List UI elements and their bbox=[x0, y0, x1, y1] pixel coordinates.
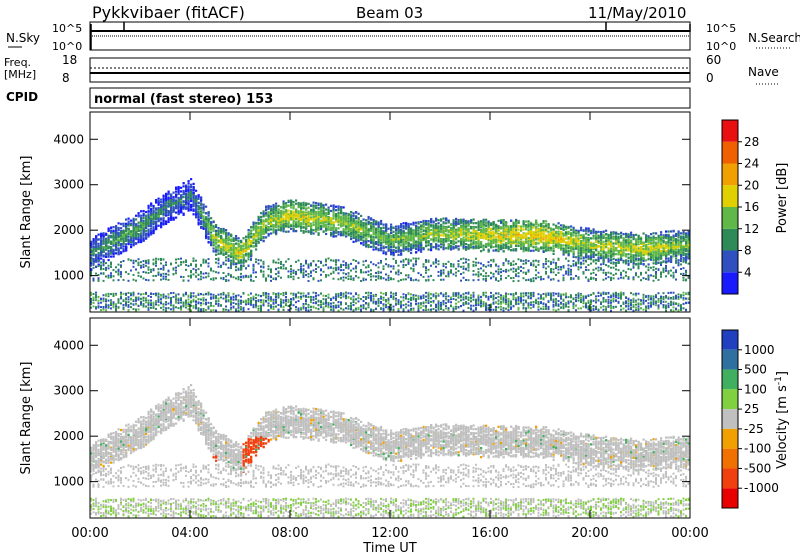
cpid-panel: normal (fast stereo) 153 bbox=[89, 87, 691, 109]
nave-label: Nave bbox=[748, 65, 779, 79]
colorbar-tick-label: 12 bbox=[744, 222, 759, 236]
colorbar-tick-label: 16 bbox=[744, 200, 759, 214]
power-ylabel: Slant Range [km] bbox=[19, 156, 34, 269]
colorbar-tick-label: 25 bbox=[744, 402, 759, 416]
x-tick-label: 08:00 bbox=[271, 526, 308, 541]
colorbar-tick-label: -500 bbox=[744, 461, 771, 475]
noise-left-tick-top: 10^5 bbox=[52, 22, 82, 35]
y-tick-label: 3000 bbox=[53, 384, 84, 398]
power-panel: 1000 2000 3000 4000 Slant Range [km] 4 8 12 16… bbox=[19, 111, 790, 313]
frequency-panel: Freq. [MHz] 18 8 60 0 Nave bbox=[4, 53, 780, 85]
y-tick-label: 4000 bbox=[53, 338, 84, 352]
colorbar-segment bbox=[722, 448, 738, 469]
colorbar-tick-label: -25 bbox=[744, 422, 764, 436]
noise-left-tick-bottom: 10^0 bbox=[52, 40, 82, 53]
colorbar-tick-label: 500 bbox=[744, 363, 767, 377]
colorbar-tick-label: 24 bbox=[744, 157, 759, 171]
beam-title: Beam 03 bbox=[356, 4, 423, 22]
power-colorbar: 4 8 12 16 20 24 28 bbox=[721, 119, 759, 295]
noise-right-label: N.Search bbox=[748, 31, 800, 45]
velocity-y-axis: 1000 2000 3000 4000 bbox=[53, 338, 690, 489]
colorbar-tick-label: 20 bbox=[744, 178, 759, 192]
colorbar-segment bbox=[722, 120, 738, 142]
colorbar-segment bbox=[722, 349, 738, 370]
freq-right-tick-bottom: 0 bbox=[706, 71, 714, 85]
x-tick-label: 20:00 bbox=[571, 526, 608, 541]
freq-left-tick-bottom: 8 bbox=[62, 71, 70, 85]
xlabel: Time UT bbox=[362, 541, 416, 554]
cpid-value: normal (fast stereo) 153 bbox=[94, 92, 273, 107]
x-tick-label: 00:00 bbox=[71, 526, 108, 541]
colorbar-segment bbox=[722, 369, 738, 390]
power-colorbar-label: Power [dB] bbox=[775, 163, 790, 234]
colorbar-segment bbox=[722, 163, 738, 186]
colorbar-segment bbox=[722, 272, 738, 294]
freq-left-tick-top: 18 bbox=[62, 53, 77, 67]
station-title: Pykkvibaer (fitACF) bbox=[92, 3, 245, 22]
date-title: 11/May/2010 bbox=[588, 4, 686, 22]
colorbar-segment bbox=[722, 330, 738, 350]
y-tick-label: 1000 bbox=[53, 475, 84, 489]
noise-left-label: N.Sky bbox=[6, 31, 40, 45]
colorbar-tick-label: 4 bbox=[744, 265, 752, 279]
power-y-axis: 1000 2000 3000 4000 bbox=[53, 132, 690, 283]
colorbar-tick-label: 1000 bbox=[744, 343, 775, 357]
colorbar-tick-label: 8 bbox=[744, 244, 752, 258]
noise-panel: N.Sky 10^5 10^0 10^5 10^0 N.Search bbox=[6, 21, 800, 53]
colorbar-tick-label: -100 bbox=[744, 442, 771, 456]
colorbar-segment bbox=[722, 409, 738, 429]
power-plot-area bbox=[90, 178, 690, 312]
x-tick-label: 04:00 bbox=[171, 526, 208, 541]
colorbar-segment bbox=[722, 228, 738, 251]
colorbar-segment bbox=[722, 428, 738, 449]
colorbar-segment bbox=[722, 185, 738, 207]
y-tick-label: 4000 bbox=[53, 132, 84, 146]
y-tick-label: 1000 bbox=[53, 269, 84, 283]
colorbar-segment bbox=[722, 389, 738, 410]
colorbar-segment bbox=[722, 488, 738, 508]
freq-right-tick-top: 60 bbox=[706, 53, 721, 67]
colorbar-tick-label: 100 bbox=[744, 382, 767, 396]
x-tick-label: 12:00 bbox=[371, 526, 408, 541]
y-tick-label: 3000 bbox=[53, 178, 84, 192]
freq-label-line1: Freq. bbox=[4, 56, 31, 69]
y-tick-label: 2000 bbox=[53, 223, 84, 237]
colorbar-segment bbox=[722, 250, 738, 273]
x-tick-label: 00:00 bbox=[671, 526, 708, 541]
colorbar-segment bbox=[722, 468, 738, 489]
velocity-plot-area bbox=[90, 384, 690, 518]
colorbar-segment bbox=[722, 141, 738, 164]
colorbar-tick-label: 28 bbox=[744, 135, 759, 149]
x-tick-label: 16:00 bbox=[471, 526, 508, 541]
y-tick-label: 2000 bbox=[53, 429, 84, 443]
velocity-colorbar: 1000 500 100 25 -25 -100 -500 -1000 bbox=[721, 329, 779, 509]
freq-label-line2: [MHz] bbox=[4, 68, 36, 81]
noise-right-tick-bottom: 10^0 bbox=[706, 40, 736, 53]
cpid-label: CPID bbox=[6, 90, 38, 104]
colorbar-tick-label: -1000 bbox=[744, 481, 779, 495]
noise-right-tick-top: 10^5 bbox=[706, 22, 736, 35]
colorbar-segment bbox=[722, 207, 738, 229]
time-axis: 00:00 04:00 08:00 12:00 16:00 20:00 00:00 bbox=[71, 112, 709, 541]
velocity-colorbar-label: Velocity [m s-1] bbox=[774, 371, 790, 469]
velocity-ylabel: Slant Range [km] bbox=[19, 362, 34, 475]
velocity-panel: 1000 2000 3000 4000 Slant Range [km] 1000 50… bbox=[19, 317, 790, 519]
